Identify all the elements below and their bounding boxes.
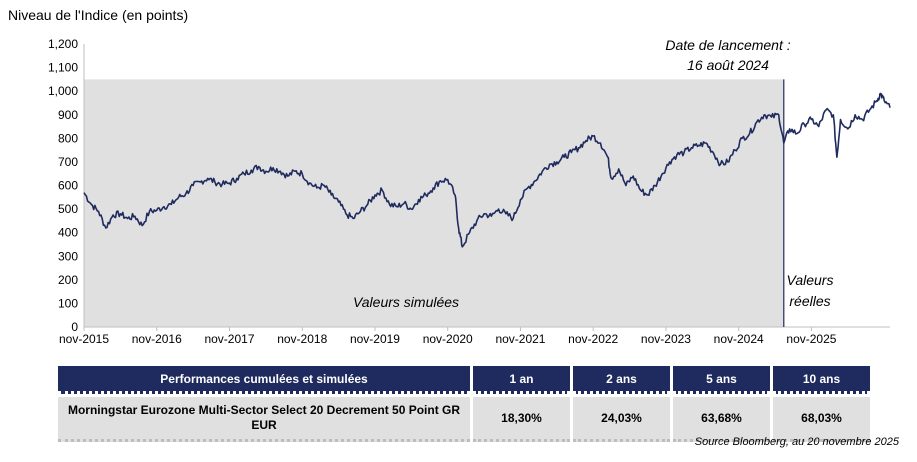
header-2ans: 2 ans bbox=[573, 366, 670, 394]
x-tick-label: nov-2025 bbox=[786, 332, 836, 346]
header-title: Performances cumulées et simulées bbox=[58, 366, 470, 394]
y-tick-label: 400 bbox=[58, 226, 78, 240]
y-tick-label: 1,000 bbox=[48, 84, 78, 98]
x-tick-label: nov-2019 bbox=[350, 332, 400, 346]
x-tick-label: nov-2024 bbox=[714, 332, 764, 346]
y-tick-label: 0 bbox=[71, 320, 78, 334]
y-tick-label: 900 bbox=[58, 108, 78, 122]
index-series-line bbox=[83, 92, 891, 248]
perf-1an: 18,30% bbox=[473, 397, 570, 442]
header-5ans: 5 ans bbox=[673, 366, 770, 394]
y-tick-label: 600 bbox=[58, 179, 78, 193]
x-tick-label: nov-2018 bbox=[277, 332, 327, 346]
source-note: Source Bloomberg, au 20 novembre 2025 bbox=[694, 436, 899, 448]
table-row: Morningstar Eurozone Multi-Sector Select… bbox=[58, 397, 870, 442]
y-tick-label: 700 bbox=[58, 155, 78, 169]
y-tick-label: 200 bbox=[58, 273, 78, 287]
index-name-cell: Morningstar Eurozone Multi-Sector Select… bbox=[58, 397, 470, 442]
x-tick-label: nov-2022 bbox=[568, 332, 618, 346]
perf-10ans: 68,03% bbox=[773, 397, 870, 442]
y-tick-label: 500 bbox=[58, 202, 78, 216]
table-header-row: Performances cumulées et simulées 1 an 2… bbox=[58, 366, 870, 394]
x-tick-label: nov-2017 bbox=[204, 332, 254, 346]
simulated-label: Valeurs simulées bbox=[353, 294, 459, 310]
x-tick-label: nov-2015 bbox=[59, 332, 109, 346]
launch-label-line1: Date de lancement : bbox=[665, 37, 790, 53]
x-tick-label: nov-2016 bbox=[132, 332, 182, 346]
x-tick-label: nov-2020 bbox=[423, 332, 473, 346]
x-axis-ticks: nov-2015 nov-2016 nov-2017 nov-2018 nov-2019… bbox=[59, 327, 837, 346]
x-tick-label: nov-2023 bbox=[641, 332, 691, 346]
performance-table: Performances cumulées et simulées 1 an 2… bbox=[55, 363, 873, 445]
real-label-line2: réelles bbox=[789, 293, 830, 309]
perf-2ans: 24,03% bbox=[573, 397, 670, 442]
index-line-chart: Niveau de l'Indice (en points) 0 100 200 30… bbox=[8, 7, 891, 346]
perf-5ans: 63,68% bbox=[673, 397, 770, 442]
y-tick-label: 100 bbox=[58, 296, 78, 310]
simulated-period-shading bbox=[84, 79, 784, 327]
y-tick-label: 1,100 bbox=[48, 61, 78, 75]
y-axis-ticks: 0 100 200 300 400 500 600 700 800 900 1,000 1,100 1,… bbox=[48, 37, 78, 334]
y-tick-label: 800 bbox=[58, 131, 78, 145]
x-tick-label: nov-2021 bbox=[495, 332, 545, 346]
header-10ans: 10 ans bbox=[773, 366, 870, 394]
chart-title: Niveau de l'Indice (en points) bbox=[8, 7, 188, 23]
y-tick-label: 1,200 bbox=[48, 37, 78, 51]
header-1an: 1 an bbox=[473, 366, 570, 394]
real-label-line1: Valeurs bbox=[787, 272, 834, 288]
launch-label-line2: 16 août 2024 bbox=[687, 57, 769, 73]
y-tick-label: 300 bbox=[58, 249, 78, 263]
